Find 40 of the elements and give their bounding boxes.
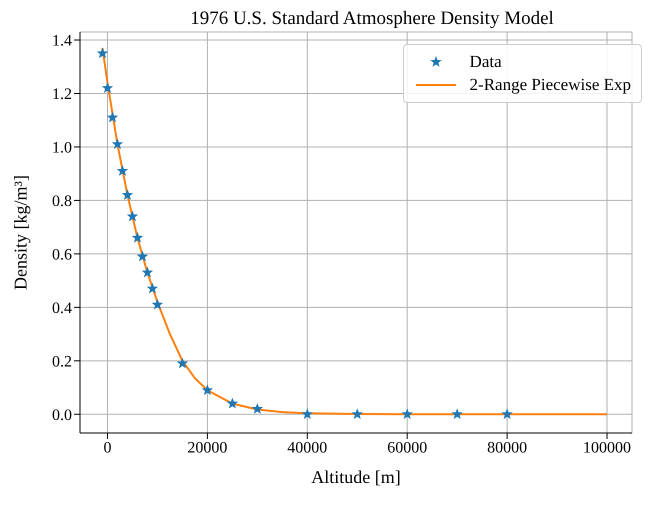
x-tick-label: 0 [103, 439, 112, 456]
chart-title: 1976 U.S. Standard Atmosphere Density Model [189, 8, 555, 30]
point [142, 266, 154, 278]
y-tick-label: 1.0 [52, 140, 72, 157]
y-tick-label: 0.4 [52, 300, 72, 318]
y-tick-label: 0.0 [52, 406, 72, 424]
point [501, 408, 513, 420]
point [152, 298, 164, 310]
point [136, 250, 148, 262]
x-tick-label: 40000 [287, 439, 328, 456]
legend-label: 2-Range Piecewise Exp [470, 75, 631, 95]
point [226, 398, 238, 408]
x-axis-title: Altitude [m] [311, 467, 401, 487]
point [126, 210, 138, 222]
point [302, 408, 313, 420]
point [401, 408, 413, 420]
x-tick-label: 80000 [487, 439, 528, 456]
x-tick-label: 100000 [583, 439, 632, 456]
y-tick-label: 0.2 [52, 354, 72, 370]
point [102, 82, 114, 93]
x-tick-label: 60000 [387, 439, 428, 456]
x-tick-label: 20000 [187, 439, 228, 456]
point [202, 384, 214, 396]
y-axis-title: Density [kg/m³] [10, 175, 30, 290]
point [176, 357, 188, 368]
point [122, 189, 134, 200]
y-tick-label: 1.4 [52, 32, 72, 50]
point [146, 282, 158, 294]
point [112, 138, 124, 150]
point [132, 232, 144, 243]
point [451, 408, 463, 420]
point [352, 408, 363, 420]
y-tick-label: 1.2 [52, 86, 72, 104]
point [252, 402, 264, 414]
y-tick-label: 0.8 [52, 193, 72, 210]
point [96, 47, 108, 58]
legend-label: Data [470, 52, 502, 72]
y-tick-label: 0.6 [52, 246, 72, 264]
point [116, 165, 128, 176]
point [106, 112, 118, 122]
